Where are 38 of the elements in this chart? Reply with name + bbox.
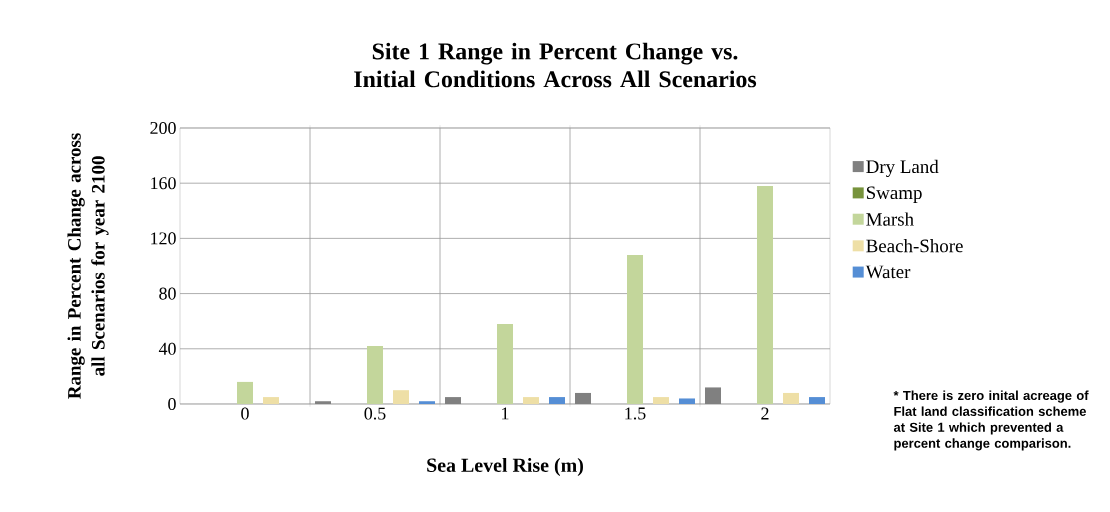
- y-tick-label: 40: [158, 342, 176, 355]
- bar: [627, 254, 644, 404]
- y-tick-label: 0: [168, 397, 176, 411]
- bar: [783, 392, 800, 404]
- text: * There is zero inital acreage of Flat land classification scheme at Site 1 which prevented a percent change comparison.: [893, 390, 1089, 451]
- bar: [809, 397, 826, 404]
- x-tick-label: 2: [761, 407, 769, 420]
- bar: [237, 381, 254, 404]
- x-tick-label: 1: [502, 407, 509, 420]
- y-tick-label: 200: [150, 121, 176, 135]
- bar: [419, 401, 436, 404]
- legend-label: Beach-Shore: [866, 239, 963, 253]
- y-tick-label: 120: [151, 232, 176, 245]
- x-tick-label: 0.5: [364, 407, 386, 420]
- legend-label: Water: [865, 265, 911, 279]
- bar: [263, 397, 280, 404]
- x-tick-label: 1.5: [625, 407, 646, 420]
- x-tick-label: 0: [241, 407, 249, 420]
- legend-label: Marsh: [866, 212, 914, 226]
- bar: [445, 397, 462, 404]
- y-axis-title: Range in Percent Change across all Scenarios for year 2100: [67, 133, 109, 399]
- bar: [757, 185, 774, 404]
- bar: [575, 392, 592, 404]
- y-tick-label: 80: [159, 287, 176, 300]
- bar: [679, 398, 696, 404]
- bar: [549, 397, 566, 404]
- bar: [367, 346, 384, 404]
- y-tick-label: 160: [151, 177, 176, 190]
- chart-title: Site 1 Range in Percent Change vs. Initial Conditions Across All Scenarios: [354, 42, 757, 88]
- bar: [497, 323, 514, 404]
- bar: [523, 397, 540, 404]
- bar: [315, 401, 332, 404]
- x-axis-title: Sea Level Rise (m): [427, 457, 583, 477]
- bar: [653, 397, 670, 404]
- bar: [705, 387, 722, 404]
- legend-label: Swamp: [866, 186, 922, 203]
- legend-label: Dry Land: [866, 159, 939, 177]
- bar: [393, 390, 410, 404]
